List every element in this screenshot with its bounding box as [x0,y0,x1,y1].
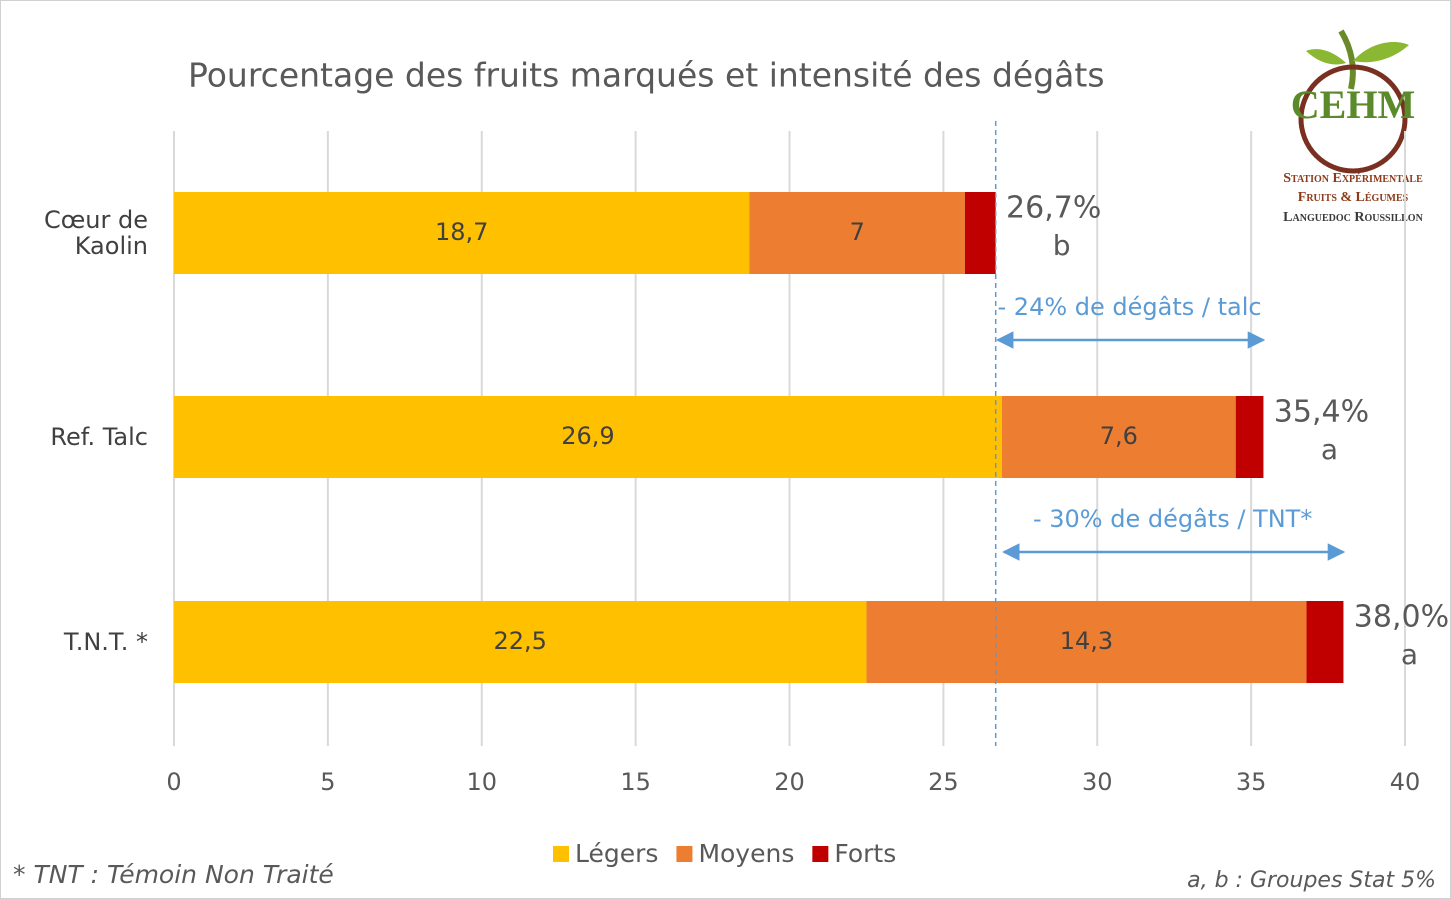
footnote: * TNT : Témoin Non Traité [13,860,334,889]
legend-label: Légers [575,839,658,868]
footnote: a, b : Groupes Stat 5% [1187,868,1436,893]
value-label: 14,3 [1060,627,1113,655]
x-tick-label: 15 [620,768,651,796]
group-label: a [1321,433,1338,466]
logo-leaf [1306,49,1346,65]
x-tick-label: 20 [774,768,805,796]
bar-segment [1306,601,1344,683]
x-tick-label: 30 [1082,768,1113,796]
legend-swatch [812,846,829,862]
bar-segment [174,396,1002,478]
group-label: b [1053,229,1071,262]
legend-swatch [676,846,693,862]
group-label: a [1401,638,1418,671]
bar-segment [1001,396,1236,478]
value-label: 18,7 [435,218,488,246]
value-label: 26,9 [561,422,614,450]
x-tick-label: 10 [466,768,497,796]
bar-segment [866,601,1307,683]
bar-segment [174,192,750,274]
value-label: 7 [850,218,865,246]
annotation: - 24% de dégâts / talc [998,293,1262,321]
logo: CEHM Station Expérimentale Fruits & Légu… [1283,29,1424,225]
y-tick-label: Ref. Talc [50,423,148,451]
legend-label: Moyens [698,839,794,868]
legend-swatch [553,846,569,862]
total-label: 35,4% [1274,395,1369,430]
logo-line: Station Expérimentale [1283,171,1423,186]
bar-segment [1235,396,1264,478]
logo-stem [1338,29,1356,90]
x-tick-label: 5 [320,768,335,796]
logo-name: CEHM [1291,82,1415,127]
logo-line: Languedoc Roussillon [1283,210,1423,225]
annotation: - 30% de dégâts / TNT* [1033,505,1312,533]
value-label: 7,6 [1100,422,1138,450]
y-tick-label: T.N.T. * [63,628,148,656]
bar-segment [174,601,867,683]
total-label: 26,7% [1006,191,1101,226]
logo-line: Fruits & Légumes [1298,190,1409,205]
logo-ring [1298,64,1408,174]
chart-title: Pourcentage des fruits marqués et intens… [188,56,1105,95]
x-tick-label: 35 [1236,768,1267,796]
logo-leaf [1353,42,1409,63]
x-tick-label: 40 [1390,768,1421,796]
x-tick-label: 0 [166,768,181,796]
x-tick-label: 25 [928,768,959,796]
legend-label: Forts [834,839,896,868]
total-label: 38,0% [1354,600,1449,635]
bar-segment [964,192,996,274]
bar-segment [749,192,965,274]
y-tick-label: Cœur de Kaolin [43,206,148,260]
value-label: 22,5 [494,627,547,655]
